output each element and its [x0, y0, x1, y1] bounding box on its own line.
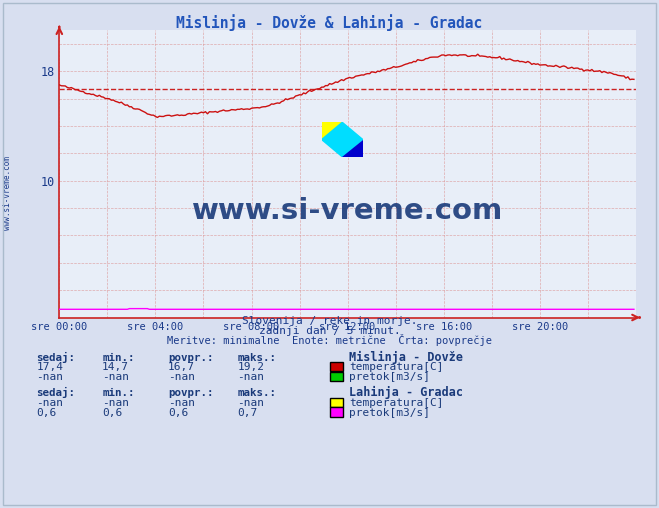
Text: Slovenija / reke in morje.: Slovenija / reke in morje. — [242, 316, 417, 326]
Text: 0,6: 0,6 — [36, 407, 57, 418]
Text: -nan: -nan — [237, 398, 264, 408]
Text: -nan: -nan — [36, 398, 63, 408]
Polygon shape — [322, 122, 363, 157]
Text: -nan: -nan — [102, 372, 129, 382]
Text: temperatura[C]: temperatura[C] — [349, 362, 444, 372]
Text: sedaj:: sedaj: — [36, 387, 75, 398]
Text: temperatura[C]: temperatura[C] — [349, 398, 444, 408]
Text: 0,7: 0,7 — [237, 407, 258, 418]
Text: 14,7: 14,7 — [102, 362, 129, 372]
Text: sedaj:: sedaj: — [36, 352, 75, 363]
Text: 17,4: 17,4 — [36, 362, 63, 372]
Text: 0,6: 0,6 — [102, 407, 123, 418]
Text: -nan: -nan — [237, 372, 264, 382]
Text: pretok[m3/s]: pretok[m3/s] — [349, 407, 430, 418]
Text: 0,6: 0,6 — [168, 407, 188, 418]
Text: min.:: min.: — [102, 353, 134, 363]
Text: Meritve: minimalne  Enote: metrične  Črta: povprečje: Meritve: minimalne Enote: metrične Črta:… — [167, 334, 492, 346]
Polygon shape — [322, 122, 342, 140]
Text: www.si-vreme.com: www.si-vreme.com — [3, 156, 13, 230]
Text: 19,2: 19,2 — [237, 362, 264, 372]
Text: Lahinja - Gradac: Lahinja - Gradac — [349, 386, 463, 399]
Text: povpr.:: povpr.: — [168, 388, 214, 398]
Polygon shape — [342, 140, 363, 157]
Text: -nan: -nan — [168, 372, 195, 382]
Text: pretok[m3/s]: pretok[m3/s] — [349, 372, 430, 382]
Text: Mislinja - Dovže: Mislinja - Dovže — [349, 351, 463, 364]
Text: min.:: min.: — [102, 388, 134, 398]
Text: 16,7: 16,7 — [168, 362, 195, 372]
Text: zadnji dan / 5 minut.: zadnji dan / 5 minut. — [258, 326, 401, 336]
Text: maks.:: maks.: — [237, 353, 276, 363]
Text: povpr.:: povpr.: — [168, 353, 214, 363]
Text: Mislinja - Dovže & Lahinja - Gradac: Mislinja - Dovže & Lahinja - Gradac — [177, 14, 482, 30]
Text: -nan: -nan — [102, 398, 129, 408]
Text: maks.:: maks.: — [237, 388, 276, 398]
Text: -nan: -nan — [36, 372, 63, 382]
Text: -nan: -nan — [168, 398, 195, 408]
Text: www.si-vreme.com: www.si-vreme.com — [192, 197, 503, 226]
